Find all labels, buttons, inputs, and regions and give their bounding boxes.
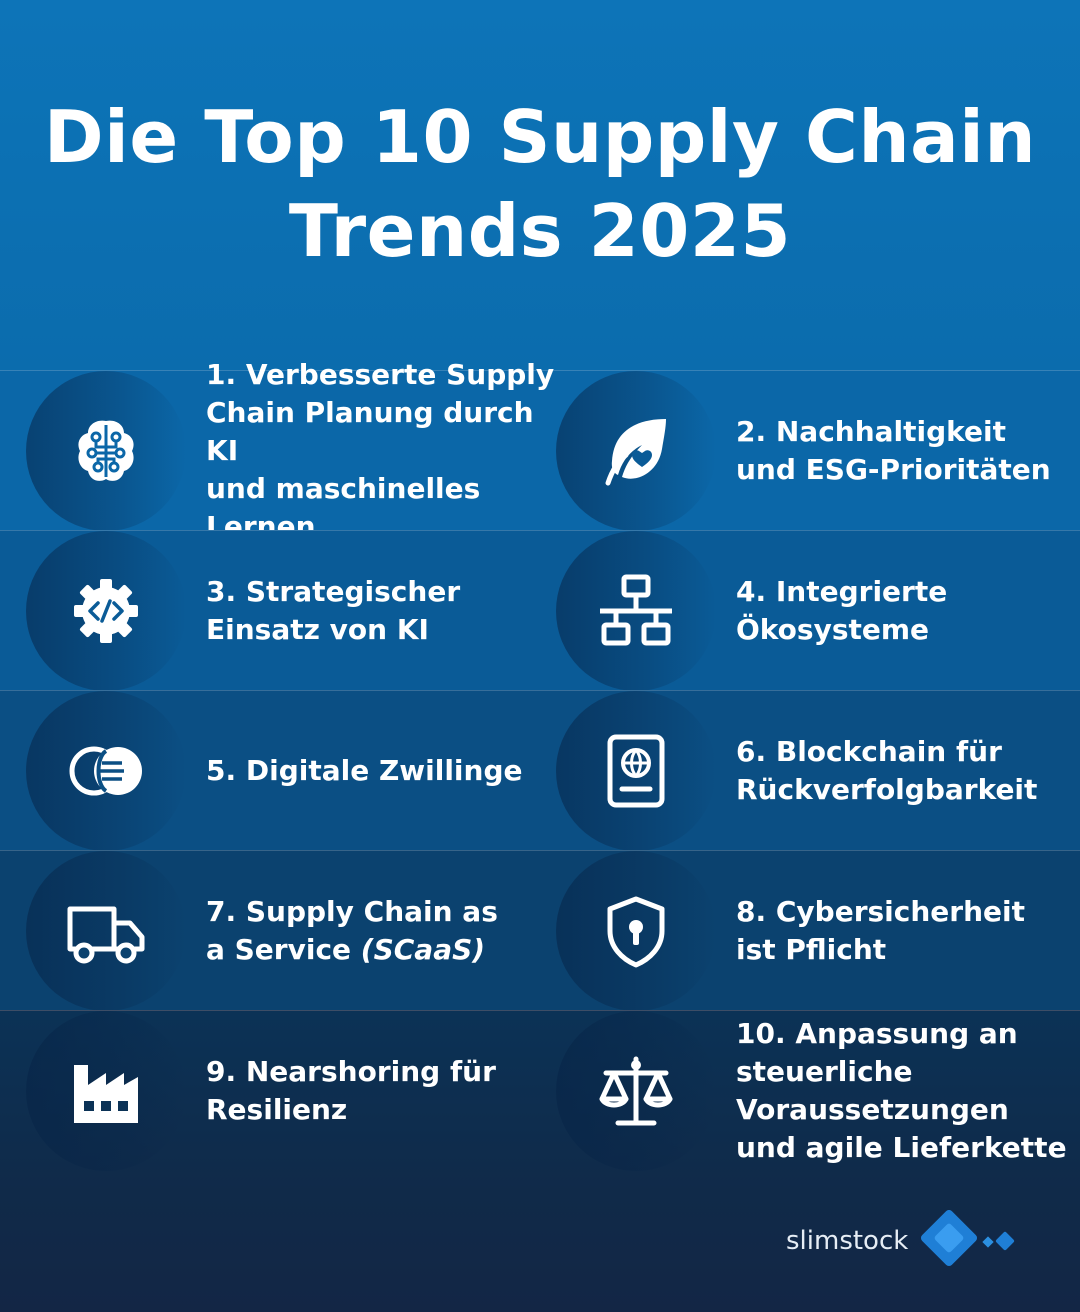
trend-label-2: 2. Nachhaltigkeit und ESG-Prioritäten	[736, 415, 1051, 486]
brain-circuit-icon	[66, 411, 146, 491]
digital-twin-icon	[66, 731, 146, 811]
page-title: Die Top 10 Supply Chain Trends 2025	[0, 90, 1080, 278]
shield-lock-icon	[596, 891, 676, 971]
trend-row-3: 5. Digitale Zwillinge 6. Blockchain für …	[0, 690, 1080, 851]
passport-globe-icon	[596, 731, 676, 811]
trend-label-9: 9. Nearshoring für Resilienz	[206, 1055, 496, 1126]
trend-row-5: 9. Nearshoring für Resilienz	[0, 1010, 1080, 1312]
trend-row-2: 3. Strategischer Einsatz von KI	[0, 530, 1080, 691]
trend-item-4: 4. Integrierte Ökosysteme	[540, 531, 1080, 691]
gear-code-icon	[66, 571, 146, 651]
brand-name: slimstock	[786, 1226, 909, 1256]
scales-icon	[596, 1051, 676, 1131]
trend-item-2: 2. Nachhaltigkeit und ESG-Prioritäten	[540, 371, 1080, 531]
trend-item-8: 8. Cybersicherheit ist Pflicht	[540, 851, 1080, 1011]
brand-mark-icon	[914, 1209, 1026, 1280]
trend-item-1: 1. Verbesserte Supply Chain Planung durc…	[0, 358, 554, 543]
trend-label-10: 10. Anpassung an steuerliche Voraussetzu…	[736, 1017, 1067, 1164]
trend-item-6: 6. Blockchain für Rückverfolgbarkeit	[540, 691, 1080, 851]
trend-item-7: 7. Supply Chain as a Service (SCaaS)	[0, 851, 540, 1011]
trend-label-3: 3. Strategischer Einsatz von KI	[206, 575, 461, 646]
trend-item-3: 3. Strategischer Einsatz von KI	[0, 531, 540, 691]
trend-label-8: 8. Cybersicherheit ist Pflicht	[736, 895, 1026, 966]
network-icon	[596, 571, 676, 651]
title-line-2: Trends 2025	[288, 189, 792, 273]
trend-item-5: 5. Digitale Zwillinge	[0, 691, 540, 851]
trend-item-9: 9. Nearshoring für Resilienz	[0, 1011, 540, 1171]
header: Die Top 10 Supply Chain Trends 2025	[0, 0, 1080, 370]
trend-item-10: 10. Anpassung an steuerliche Voraussetzu…	[540, 1011, 1080, 1171]
truck-icon	[66, 891, 146, 971]
brand-logo: slimstock	[786, 1209, 1036, 1280]
trend-label-6: 6. Blockchain für Rückverfolgbarkeit	[736, 735, 1038, 806]
trend-label-1: 1. Verbesserte Supply Chain Planung durc…	[206, 358, 555, 543]
title-line-1: Die Top 10 Supply Chain	[43, 95, 1037, 179]
trend-label-7: 7. Supply Chain as a Service (SCaaS)	[206, 895, 498, 966]
trend-row-4: 7. Supply Chain as a Service (SCaaS) 8. …	[0, 850, 1080, 1011]
trend-row-1: 1. Verbesserte Supply Chain Planung durc…	[0, 358, 1080, 543]
trend-label-4: 4. Integrierte Ökosysteme	[736, 575, 948, 646]
factory-icon	[66, 1051, 146, 1131]
leaf-heart-icon	[596, 411, 676, 491]
trend-label-5: 5. Digitale Zwillinge	[206, 754, 523, 787]
